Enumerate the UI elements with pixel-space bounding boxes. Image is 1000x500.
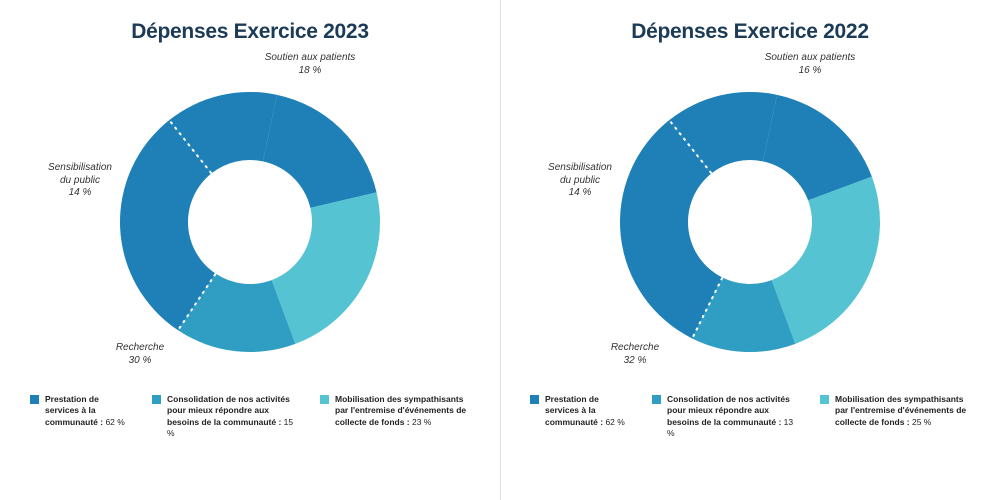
chart-area: Soutien aux patients16 % Sensibilisationd… bbox=[530, 52, 970, 392]
legend-text: Consolidation de nos activités pour mieu… bbox=[667, 394, 802, 440]
legend-item: Prestation de services à la communauté :… bbox=[530, 394, 634, 440]
slice-label: Soutien aux patients18 % bbox=[260, 52, 360, 77]
chart-panel-2022: Dépenses Exercice 2022 Soutien aux patie… bbox=[500, 0, 1000, 500]
chart-title: Dépenses Exercice 2023 bbox=[131, 20, 368, 44]
donut-chart bbox=[110, 82, 390, 362]
legend-swatch bbox=[152, 395, 161, 404]
legend-item: Mobilisation des sympathisants par l'ent… bbox=[820, 394, 970, 440]
slice-label: Sensibilisationdu public14 % bbox=[530, 162, 630, 200]
legend-text: Mobilisation des sympathisants par l'ent… bbox=[335, 394, 470, 428]
chart-title: Dépenses Exercice 2022 bbox=[631, 20, 868, 44]
slice-label: Recherche30 % bbox=[90, 342, 190, 367]
legend-item: Prestation de services à la communauté :… bbox=[30, 394, 134, 440]
legend-item: Consolidation de nos activités pour mieu… bbox=[652, 394, 802, 440]
chart-panel-2023: Dépenses Exercice 2023 Soutien aux patie… bbox=[0, 0, 500, 500]
chart-area: Soutien aux patients18 % Sensibilisationd… bbox=[30, 52, 470, 392]
donut-chart bbox=[610, 82, 890, 362]
legend-item: Mobilisation des sympathisants par l'ent… bbox=[320, 394, 470, 440]
slice-label: Sensibilisationdu public14 % bbox=[30, 162, 130, 200]
legend: Prestation de services à la communauté :… bbox=[30, 394, 470, 440]
legend-text: Prestation de services à la communauté :… bbox=[45, 394, 134, 428]
legend-swatch bbox=[30, 395, 39, 404]
legend-text: Prestation de services à la communauté :… bbox=[545, 394, 634, 428]
legend: Prestation de services à la communauté :… bbox=[530, 394, 970, 440]
slice-mobilisation bbox=[772, 177, 880, 344]
slice-soutien bbox=[263, 95, 377, 208]
legend-swatch bbox=[652, 395, 661, 404]
legend-text: Mobilisation des sympathisants par l'ent… bbox=[835, 394, 970, 428]
slice-label: Soutien aux patients16 % bbox=[760, 52, 860, 77]
legend-swatch bbox=[530, 395, 539, 404]
legend-swatch bbox=[820, 395, 829, 404]
legend-swatch bbox=[320, 395, 329, 404]
slice-label: Recherche32 % bbox=[585, 342, 685, 367]
slice-mobilisation bbox=[272, 192, 380, 344]
panel-divider bbox=[500, 0, 501, 500]
legend-text: Consolidation de nos activités pour mieu… bbox=[167, 394, 302, 440]
legend-item: Consolidation de nos activités pour mieu… bbox=[152, 394, 302, 440]
